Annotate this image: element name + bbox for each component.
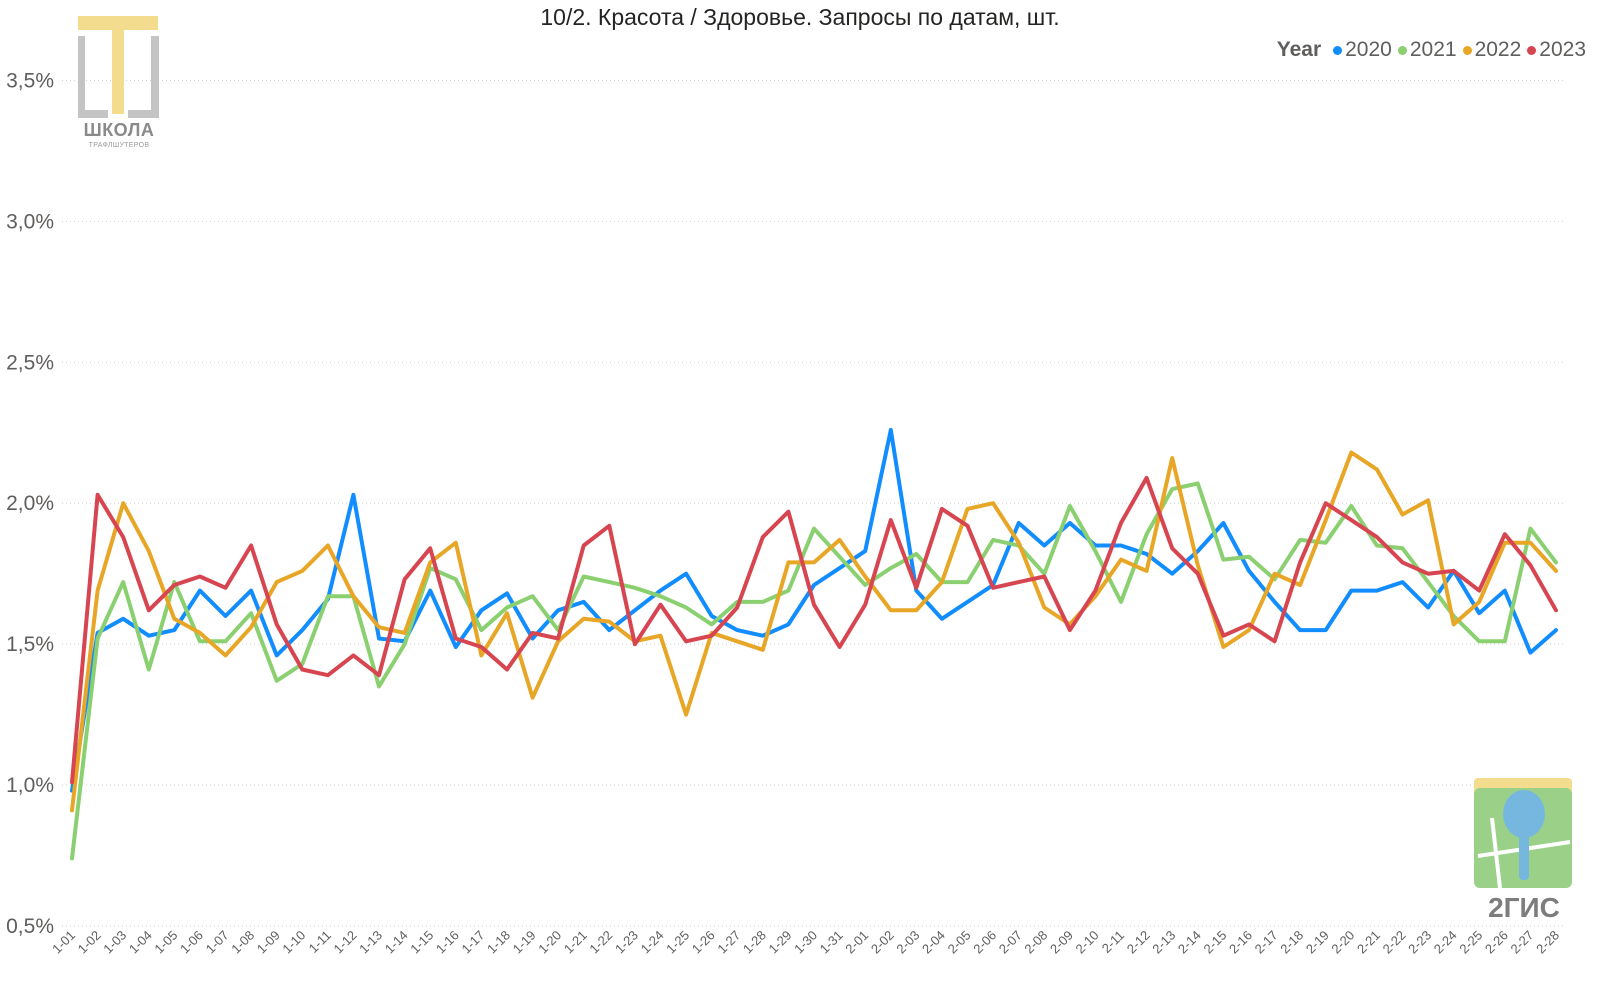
x-tick-label: 2-24 [1431,928,1460,957]
x-tick-label: 2-11 [1099,928,1127,956]
x-tick-label: 1-28 [740,928,769,957]
y-tick-label: 0,5% [6,915,54,938]
x-tick-label: 2-08 [1021,928,1050,957]
legend-label-2022: 2022 [1474,38,1522,61]
school-logo: ШКОЛА ТРАФЛШУТЕРОВ [77,16,160,156]
x-tick-label: 1-20 [535,928,564,957]
x-tick-label: 1-19 [510,928,539,957]
legend-marker-2020 [1333,45,1343,55]
x-axis-ticks: 1-011-021-031-041-051-061-071-081-091-10… [49,928,1562,957]
x-tick-label: 2-02 [868,928,897,957]
x-tick-label: 1-31 [817,928,846,957]
x-tick-label: 2-05 [945,928,974,957]
x-tick-label: 1-14 [382,928,411,957]
y-tick-label: 2,0% [6,492,54,515]
x-tick-label: 1-05 [151,928,180,957]
x-tick-label: 1-23 [612,928,641,957]
x-tick-label: 1-17 [458,928,487,957]
x-tick-label: 2-10 [1073,928,1102,957]
legend-item-2022[interactable]: 2022 [1462,38,1522,62]
y-tick-label: 1,0% [6,774,54,797]
legend-item-2023[interactable]: 2023 [1527,38,1586,62]
x-tick-label: 1-13 [356,928,385,957]
x-tick-label: 2-03 [893,928,922,957]
legend-marker-2023 [1527,45,1537,55]
legend: Year 2020 2021 2022 2023 [1277,38,1586,62]
x-tick-label: 1-27 [714,928,743,957]
x-tick-label: 1-29 [766,928,795,957]
x-tick-label: 2-17 [1252,928,1281,957]
x-tick-label: 2-26 [1482,928,1511,957]
x-tick-label: 1-18 [484,928,513,957]
x-tick-label: 2-09 [1047,928,1076,957]
x-tick-label: 1-30 [791,928,820,957]
x-tick-label: 1-15 [407,928,436,957]
x-tick-label: 1-16 [433,928,462,957]
x-tick-label: 2-13 [1149,928,1178,957]
gis-logo-icon [1474,778,1572,889]
x-tick-label: 1-25 [663,928,692,957]
x-tick-label: 2-06 [970,928,999,957]
x-tick-label: 1-09 [254,928,283,957]
x-tick-label: 2-12 [1124,928,1153,957]
x-tick-label: 2-23 [1405,928,1434,957]
school-logo-icon [77,16,159,118]
x-tick-label: 2-19 [1303,928,1332,957]
x-tick-label: 1-21 [561,928,590,957]
x-tick-label: 2-14 [1175,928,1204,957]
x-tick-label: 2-27 [1508,928,1537,957]
x-tick-label: 1-26 [689,928,718,957]
school-logo-name: ШКОЛА [83,120,155,140]
school-logo-subtitle: ТРАФЛШУТЕРОВ [88,142,150,149]
x-tick-label: 2-04 [919,928,948,957]
x-tick-label: 1-12 [331,928,360,957]
legend-label-2020: 2020 [1345,38,1392,61]
x-tick-label: 1-06 [177,928,206,957]
x-tick-label: 1-04 [126,928,155,957]
gis-logo: 2ГИС [1470,778,1578,928]
legend-item-2020[interactable]: 2020 [1333,38,1392,62]
y-tick-label: 2,5% [6,351,54,374]
x-tick-label: 1-07 [203,928,232,957]
series-lines [70,428,1558,861]
x-tick-label: 2-25 [1456,928,1485,957]
legend-label-2023: 2023 [1539,38,1586,61]
y-tick-label: 3,5% [6,69,54,92]
x-tick-label: 1-10 [279,928,308,957]
series-line-2023[interactable] [70,475,1558,785]
x-tick-label: 2-15 [1200,928,1229,957]
legend-title: Year [1276,38,1322,61]
gridlines [62,79,1566,927]
y-axis-ticks: 0,5% 1,0% 1,5% 2,0% 2,5% 3,0% 3,5% [6,69,54,938]
x-tick-label: 1-03 [100,928,129,957]
x-tick-label: 2-21 [1354,928,1383,957]
x-tick-label: 1-24 [638,928,667,957]
x-tick-label: 2-20 [1328,928,1357,957]
x-tick-label: 2-01 [842,928,871,957]
legend-item-2021[interactable]: 2021 [1397,38,1457,62]
x-tick-label: 2-16 [1226,928,1255,957]
legend-label-2021: 2021 [1409,38,1457,61]
x-tick-label: 2-22 [1380,928,1409,957]
series-line-2022[interactable] [70,450,1558,813]
x-tick-label: 1-22 [586,928,615,957]
x-tick-label: 1-02 [75,928,104,957]
series-line-2020[interactable] [70,428,1558,793]
y-tick-label: 1,5% [6,633,54,656]
series-line-2021[interactable] [70,481,1558,861]
legend-marker-2021 [1397,45,1407,55]
x-tick-label: 2-18 [1277,928,1306,957]
x-tick-label: 2-07 [996,928,1025,957]
gis-logo-name: 2ГИС [1488,892,1560,923]
chart-title: 10/2. Красота / Здоровье. Запросы по дат… [540,4,1060,30]
y-tick-label: 3,0% [6,210,54,233]
x-tick-label: 2-28 [1533,928,1562,957]
x-tick-label: 1-11 [306,928,334,956]
x-tick-label: 1-08 [228,928,257,957]
legend-marker-2022 [1462,45,1472,55]
